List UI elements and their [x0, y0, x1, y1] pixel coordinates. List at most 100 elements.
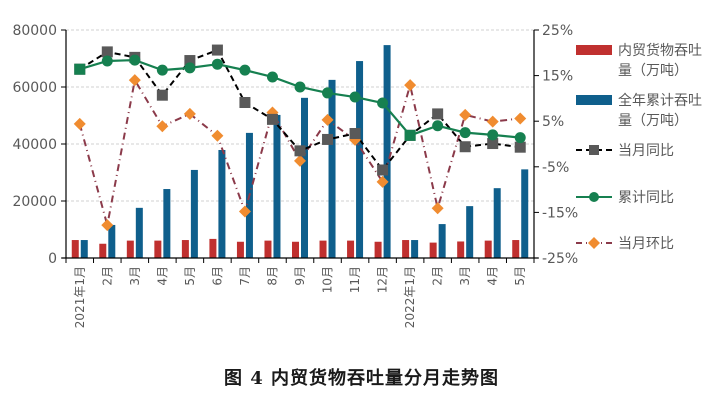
- bar-monthly-throughput: [264, 240, 272, 258]
- marker-mom: [238, 205, 251, 218]
- marker-yoy: [459, 141, 471, 153]
- marker-cumulative-yoy: [211, 58, 223, 70]
- bar-cumulative-throughput: [328, 79, 336, 258]
- marker-yoy: [239, 97, 251, 109]
- bar-cumulative-throughput: [108, 224, 116, 258]
- legend-label: 当月同比: [618, 143, 674, 159]
- bar-monthly-throughput: [319, 240, 327, 258]
- marker-cumulative-yoy: [377, 97, 389, 109]
- bar-cumulative-throughput: [273, 114, 281, 259]
- marker-mom: [211, 129, 224, 142]
- marker-yoy: [432, 108, 444, 120]
- bar-cumulative-throughput: [521, 169, 529, 258]
- bar-cumulative-throughput: [301, 97, 308, 258]
- marker-cumulative-yoy: [514, 132, 526, 144]
- x-tick-label: 7月: [238, 266, 252, 286]
- left-tick-label: 60000: [12, 80, 57, 96]
- legend-swatch-bar: [576, 95, 612, 105]
- legend-label: 累计同比: [618, 190, 674, 206]
- marker-mom: [294, 154, 306, 167]
- legend-label: 当月环比: [618, 236, 674, 252]
- axes: 0 20000 40000 60000 80000 -25% -15% -5% 5% 15% 25%…: [12, 23, 578, 328]
- legend-label: 全年累计吞吐: [618, 92, 702, 109]
- figure-caption: 图 4 内贸货物吞吐量分月走势图: [223, 368, 500, 389]
- left-tick-label: 80000: [12, 23, 57, 39]
- marker-mom: [459, 108, 472, 121]
- bar-monthly-throughput: [457, 241, 465, 258]
- marker-yoy: [101, 46, 113, 58]
- bar-cumulative-throughput: [411, 240, 419, 258]
- marker-yoy: [487, 138, 499, 150]
- bar-cumulative-throughput: [466, 206, 474, 258]
- bar-monthly-throughput: [402, 240, 410, 258]
- right-tick-label: 25%: [542, 23, 573, 39]
- marker-cumulative-yoy: [432, 120, 444, 132]
- bar-monthly-throughput: [429, 242, 437, 258]
- bar-monthly-throughput: [292, 241, 299, 258]
- x-tick-label: 12月: [376, 266, 390, 293]
- marker-mom: [321, 113, 334, 126]
- marker-yoy: [184, 55, 196, 67]
- marker-mom: [486, 115, 499, 128]
- bar-cumulative-throughput: [356, 61, 364, 258]
- legend-label: 量（万吨）: [618, 113, 688, 129]
- marker-cumulative-yoy: [129, 54, 141, 66]
- bar-monthly-throughput: [71, 240, 79, 258]
- bar-monthly-throughput: [154, 240, 162, 258]
- bar-cumulative-throughput: [80, 240, 88, 258]
- x-tick-label: 2月: [431, 266, 445, 286]
- legend-swatch-bar: [576, 45, 612, 55]
- bar-cumulative-throughput: [493, 188, 501, 258]
- bar-monthly-throughput: [512, 240, 520, 258]
- marker-yoy: [156, 89, 168, 101]
- legend-label: 量（万吨）: [618, 63, 688, 79]
- right-tick-label: -25%: [542, 251, 578, 267]
- marker-cumulative-yoy: [404, 129, 416, 141]
- marker-cumulative-yoy: [156, 64, 168, 76]
- x-tick-label: 8月: [265, 266, 279, 286]
- bar-cumulative-throughput: [438, 224, 446, 258]
- marker-cumulative-yoy: [74, 63, 86, 75]
- marker-yoy: [322, 133, 334, 145]
- bars: [71, 45, 529, 259]
- bar-monthly-throughput: [181, 240, 189, 258]
- marker-mom: [128, 74, 141, 87]
- marker-mom: [73, 117, 86, 130]
- legend-label: 内贸货物吞吐: [618, 42, 702, 59]
- right-tick-label: 5%: [542, 114, 564, 130]
- right-tick-label: 15%: [542, 69, 573, 85]
- marker-mom: [514, 112, 527, 125]
- marker-cumulative-yoy: [239, 64, 251, 76]
- marker-yoy: [377, 164, 389, 176]
- x-tick-label: 3月: [128, 266, 142, 286]
- marker-cumulative-yoy: [184, 62, 196, 74]
- legend-marker-square: [589, 145, 599, 155]
- chart: 0 20000 40000 60000 80000 -25% -15% -5% 5% 15% 25%…: [12, 23, 702, 328]
- x-tick-label: 5月: [513, 266, 527, 286]
- lines: [73, 44, 527, 232]
- x-tick-label: 2022年1月: [403, 266, 417, 328]
- marker-cumulative-yoy: [294, 81, 306, 93]
- legend-marker-diamond: [588, 237, 600, 249]
- marker-yoy: [514, 141, 526, 153]
- x-tick-label: 3月: [458, 266, 472, 286]
- bar-monthly-throughput: [484, 240, 492, 258]
- x-tick-label: 9月: [293, 266, 307, 286]
- x-tick-label: 6月: [210, 266, 224, 286]
- left-tick-label: 0: [48, 251, 57, 267]
- marker-yoy: [266, 113, 278, 125]
- x-tick-label: 2021年1月: [73, 266, 87, 328]
- x-tick-label: 2月: [100, 266, 114, 286]
- marker-yoy: [211, 44, 223, 56]
- marker-cumulative-yoy: [349, 91, 361, 103]
- left-tick-label: 40000: [12, 137, 57, 153]
- x-tick-label: 11月: [348, 266, 362, 293]
- marker-cumulative-yoy: [459, 127, 471, 139]
- marker-mom: [404, 79, 417, 92]
- bar-monthly-throughput: [236, 241, 244, 258]
- bar-cumulative-throughput: [163, 189, 171, 258]
- marker-cumulative-yoy: [266, 71, 278, 83]
- marker-mom: [183, 107, 196, 120]
- marker-yoy: [349, 128, 361, 140]
